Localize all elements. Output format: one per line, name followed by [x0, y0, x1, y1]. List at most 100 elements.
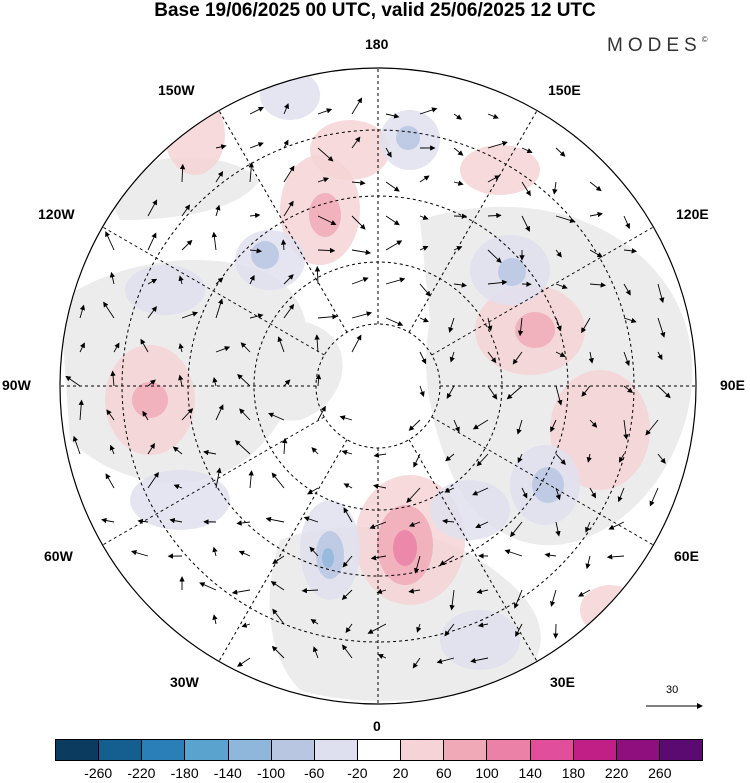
wind-vector: [419, 351, 427, 365]
anomaly-region: [393, 530, 417, 566]
wind-vector: [377, 654, 387, 659]
wind-vector: [342, 555, 353, 568]
wind-vector: [385, 215, 400, 226]
wind-vector: [351, 249, 372, 255]
colorbar-tick-label: -180: [170, 765, 199, 781]
wind-vector: [649, 487, 659, 507]
wind-vector: [657, 283, 665, 304]
wind-vector: [385, 147, 392, 158]
wind-vector: [147, 199, 158, 217]
wind-vector: [449, 351, 455, 363]
wind-vector: [147, 306, 157, 319]
anomaly-region: [310, 120, 390, 180]
wind-vector: [517, 317, 524, 337]
meridian-line: [431, 226, 654, 356]
wind-vector: [351, 277, 369, 285]
wind-vector: [169, 517, 183, 524]
wind-vector: [555, 283, 568, 290]
wind-vector: [506, 385, 523, 400]
graticule: [60, 68, 696, 704]
wind-vectors: [65, 97, 671, 669]
wind-vector: [342, 644, 353, 659]
colorbar-swatch: [444, 740, 488, 760]
wind-vector: [240, 342, 251, 353]
anomaly-region: [130, 470, 230, 530]
wind-vector: [448, 317, 455, 333]
wind-vector: [406, 487, 421, 504]
wind-vector: [147, 232, 157, 251]
wind-vector: [283, 139, 289, 149]
wind-vector: [103, 301, 115, 319]
wind-vector: [341, 589, 353, 600]
wind-vector: [453, 419, 460, 433]
wind-vector: [249, 107, 264, 115]
wind-vector: [65, 375, 81, 387]
wind-vector: [589, 419, 598, 428]
colorbar-tick-label: -220: [127, 765, 156, 781]
wind-vector: [109, 271, 116, 285]
wind-vector: [181, 239, 193, 251]
map-border: [59, 67, 697, 705]
wind-vector: [270, 581, 285, 591]
wind-vector: [419, 245, 429, 251]
colorbar-tick-label: 180: [561, 765, 586, 781]
wind-vector: [589, 249, 603, 258]
meridian-line: [218, 439, 348, 662]
wind-vector: [657, 317, 666, 338]
lon-label-180: 180: [365, 36, 389, 52]
wind-vector: [487, 317, 493, 332]
wind-vector: [439, 555, 455, 566]
wind-vector: [110, 370, 116, 387]
wind-vector: [212, 376, 218, 387]
wind-vector: [303, 516, 319, 523]
wind-vector: [283, 103, 289, 115]
wind-vector: [147, 379, 156, 387]
wind-vector: [510, 521, 523, 538]
wind-vector: [516, 419, 523, 435]
wind-vector: [376, 588, 387, 594]
wind-vector: [339, 415, 353, 421]
wind-vector: [317, 215, 337, 225]
wind-vector: [178, 374, 184, 387]
colorbar-ticks: -260 -220 -180 -140 -100 -60 -20 20 60 100 140 180 2…: [55, 765, 703, 783]
wind-vector: [487, 175, 501, 183]
wind-vector: [449, 589, 455, 611]
wind-vector: [351, 215, 366, 230]
wind-vector: [606, 554, 625, 560]
wind-vector: [416, 623, 422, 633]
wind-vector: [521, 147, 533, 154]
wind-vector: [106, 409, 115, 421]
wind-vector: [581, 317, 591, 334]
wind-vector: [515, 623, 523, 637]
wind-vector: [589, 282, 607, 288]
wind-vector: [211, 231, 218, 251]
colorbar-tick-label: 220: [604, 765, 629, 781]
lon-label-120e: 120E: [676, 206, 709, 222]
wind-vector: [472, 487, 489, 496]
wind-vector: [249, 274, 255, 285]
wind-vector: [487, 249, 502, 264]
brand-name: MODES: [607, 35, 702, 56]
wind-vector: [453, 282, 468, 288]
wind-vector: [517, 453, 523, 464]
wind-vector: [367, 623, 387, 634]
wind-vector: [283, 200, 294, 217]
lon-label-30w: 30W: [170, 674, 199, 690]
map-title: Base 19/06/2025 00 UTC, valid 25/06/2025…: [154, 0, 596, 21]
wind-vector: [385, 277, 406, 285]
wind-vector: [544, 552, 557, 558]
wind-vector: [555, 521, 561, 537]
wind-vector: [369, 521, 387, 530]
wind-vector: [521, 215, 530, 232]
wind-vector: [131, 550, 149, 557]
meridian-line: [431, 416, 654, 546]
wind-vector: [555, 351, 566, 357]
colorbar-tick-label: 260: [648, 765, 672, 781]
wind-vector: [487, 113, 499, 119]
lon-label-60e: 60E: [674, 548, 699, 564]
anomaly-region: [322, 548, 334, 568]
colorbar-tick-label: -100: [256, 765, 286, 781]
wind-vector: [623, 248, 638, 254]
wind-vector: [238, 550, 251, 557]
